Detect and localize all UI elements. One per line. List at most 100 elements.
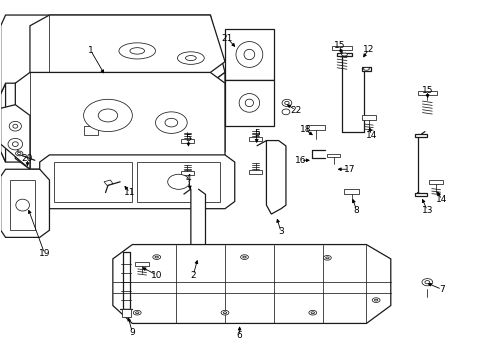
Polygon shape [417, 91, 436, 95]
Polygon shape [361, 116, 375, 120]
Ellipse shape [323, 256, 330, 260]
Text: 21: 21 [221, 34, 233, 43]
Ellipse shape [282, 109, 289, 115]
Ellipse shape [16, 199, 29, 211]
Polygon shape [331, 46, 351, 50]
Ellipse shape [133, 310, 141, 315]
Ellipse shape [284, 101, 288, 104]
Text: 8: 8 [353, 206, 359, 215]
Text: 15: 15 [421, 86, 432, 95]
Text: 9: 9 [129, 328, 135, 337]
Ellipse shape [18, 152, 21, 154]
Polygon shape [181, 139, 193, 143]
Polygon shape [183, 189, 205, 255]
Polygon shape [336, 53, 351, 56]
Ellipse shape [12, 142, 18, 147]
Polygon shape [104, 180, 113, 185]
Text: 20: 20 [22, 154, 33, 163]
Text: 5: 5 [253, 129, 259, 138]
Polygon shape [40, 155, 234, 209]
Ellipse shape [421, 279, 432, 286]
Ellipse shape [153, 255, 160, 260]
Ellipse shape [371, 298, 379, 302]
Ellipse shape [236, 41, 262, 67]
Text: 7: 7 [438, 285, 444, 294]
Ellipse shape [155, 256, 158, 258]
Polygon shape [224, 80, 273, 126]
Text: 1: 1 [88, 46, 94, 55]
Ellipse shape [308, 310, 316, 315]
Polygon shape [0, 169, 49, 237]
Polygon shape [54, 162, 132, 202]
Ellipse shape [83, 99, 132, 132]
Text: 12: 12 [363, 45, 374, 54]
Polygon shape [10, 180, 35, 230]
Ellipse shape [9, 121, 21, 131]
Ellipse shape [130, 48, 144, 54]
Text: 14: 14 [365, 131, 376, 140]
Ellipse shape [282, 99, 291, 107]
Polygon shape [224, 30, 273, 80]
Text: 15: 15 [333, 41, 345, 50]
Polygon shape [327, 154, 339, 157]
Ellipse shape [341, 53, 346, 56]
Text: 2: 2 [190, 270, 196, 279]
Polygon shape [256, 140, 285, 214]
Ellipse shape [185, 55, 196, 60]
Polygon shape [30, 15, 224, 72]
Polygon shape [83, 126, 98, 135]
Text: 4: 4 [185, 174, 191, 183]
Ellipse shape [177, 52, 204, 64]
Polygon shape [113, 244, 390, 323]
Ellipse shape [98, 109, 118, 122]
Text: 5: 5 [185, 134, 191, 143]
Ellipse shape [244, 99, 253, 107]
Polygon shape [15, 72, 224, 169]
Polygon shape [428, 180, 443, 184]
Text: 17: 17 [343, 165, 354, 174]
Ellipse shape [8, 138, 22, 150]
Ellipse shape [240, 255, 248, 260]
Text: 22: 22 [289, 105, 301, 114]
Text: 13: 13 [421, 206, 432, 215]
Ellipse shape [16, 151, 23, 156]
Polygon shape [414, 134, 427, 137]
Polygon shape [135, 262, 149, 266]
Ellipse shape [363, 67, 368, 70]
Text: 16: 16 [294, 156, 305, 165]
Ellipse shape [223, 312, 226, 314]
Polygon shape [0, 105, 30, 169]
Ellipse shape [164, 118, 177, 127]
Ellipse shape [244, 49, 254, 60]
Ellipse shape [167, 174, 189, 189]
Ellipse shape [239, 94, 259, 112]
Ellipse shape [424, 280, 429, 284]
Text: 14: 14 [435, 195, 447, 204]
Ellipse shape [374, 299, 377, 301]
Ellipse shape [13, 124, 18, 128]
Text: 3: 3 [278, 228, 284, 237]
Polygon shape [181, 171, 193, 175]
Ellipse shape [155, 112, 187, 134]
Polygon shape [0, 140, 224, 162]
Polygon shape [414, 193, 427, 196]
Ellipse shape [119, 43, 155, 59]
Polygon shape [0, 15, 224, 94]
Ellipse shape [221, 310, 228, 315]
Polygon shape [122, 309, 131, 317]
Text: 6: 6 [236, 332, 242, 341]
Text: 19: 19 [39, 249, 50, 258]
Polygon shape [307, 126, 325, 130]
Polygon shape [361, 67, 370, 71]
Ellipse shape [325, 257, 328, 259]
Ellipse shape [310, 312, 314, 314]
Polygon shape [344, 189, 358, 194]
Ellipse shape [243, 256, 245, 258]
Ellipse shape [135, 312, 139, 314]
Text: 11: 11 [124, 188, 135, 197]
Polygon shape [210, 72, 224, 162]
Polygon shape [137, 162, 220, 202]
Polygon shape [249, 170, 262, 174]
Polygon shape [0, 83, 5, 162]
Polygon shape [249, 137, 262, 141]
